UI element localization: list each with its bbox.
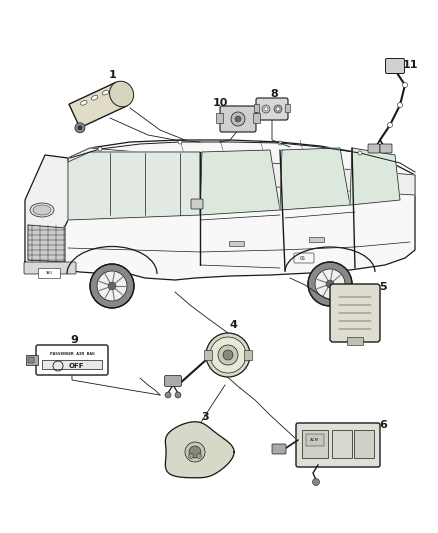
Text: 8: 8 bbox=[270, 89, 278, 99]
Polygon shape bbox=[28, 225, 65, 262]
Text: TAG: TAG bbox=[46, 271, 53, 275]
Circle shape bbox=[75, 123, 85, 133]
Ellipse shape bbox=[33, 205, 51, 215]
Circle shape bbox=[188, 454, 194, 458]
Polygon shape bbox=[166, 422, 234, 478]
Circle shape bbox=[210, 337, 246, 373]
Circle shape bbox=[262, 105, 270, 113]
FancyBboxPatch shape bbox=[36, 345, 108, 375]
Bar bbox=[204, 350, 212, 360]
Bar bbox=[26, 355, 38, 365]
Circle shape bbox=[264, 107, 268, 111]
Polygon shape bbox=[280, 148, 350, 210]
Text: 10: 10 bbox=[212, 98, 228, 108]
Polygon shape bbox=[68, 148, 415, 195]
Circle shape bbox=[223, 350, 233, 360]
Circle shape bbox=[235, 116, 241, 122]
Text: GS: GS bbox=[300, 255, 306, 261]
Circle shape bbox=[326, 280, 334, 288]
FancyBboxPatch shape bbox=[230, 241, 244, 246]
Text: 11: 11 bbox=[403, 60, 418, 70]
Circle shape bbox=[98, 147, 102, 151]
FancyBboxPatch shape bbox=[296, 423, 380, 467]
Circle shape bbox=[97, 271, 127, 301]
Polygon shape bbox=[68, 152, 200, 220]
Bar bbox=[244, 350, 252, 360]
Bar bbox=[28, 357, 34, 363]
Bar bbox=[253, 113, 260, 123]
Bar bbox=[332, 430, 352, 458]
Circle shape bbox=[231, 112, 245, 126]
Bar bbox=[42, 360, 102, 369]
Circle shape bbox=[175, 392, 181, 398]
Circle shape bbox=[398, 102, 403, 108]
FancyBboxPatch shape bbox=[220, 106, 256, 132]
FancyBboxPatch shape bbox=[191, 199, 203, 209]
FancyBboxPatch shape bbox=[385, 59, 405, 74]
Circle shape bbox=[185, 442, 205, 462]
Bar bbox=[347, 337, 363, 345]
Circle shape bbox=[178, 140, 182, 144]
FancyBboxPatch shape bbox=[330, 284, 380, 342]
Circle shape bbox=[108, 282, 116, 290]
FancyBboxPatch shape bbox=[256, 98, 288, 120]
Bar bbox=[254, 104, 259, 112]
Circle shape bbox=[218, 345, 238, 365]
Circle shape bbox=[312, 479, 319, 486]
Polygon shape bbox=[25, 140, 415, 280]
Circle shape bbox=[358, 151, 362, 155]
Bar bbox=[216, 113, 223, 123]
Bar bbox=[354, 430, 374, 458]
Text: 5: 5 bbox=[379, 282, 387, 292]
Ellipse shape bbox=[102, 90, 109, 95]
Bar bbox=[306, 434, 324, 446]
Polygon shape bbox=[350, 148, 400, 205]
Ellipse shape bbox=[92, 95, 98, 100]
Polygon shape bbox=[28, 225, 65, 262]
Ellipse shape bbox=[30, 203, 54, 217]
Ellipse shape bbox=[81, 101, 87, 105]
FancyBboxPatch shape bbox=[24, 262, 76, 274]
Text: 3: 3 bbox=[201, 412, 209, 422]
Circle shape bbox=[315, 269, 345, 299]
Text: 1: 1 bbox=[109, 70, 117, 80]
FancyBboxPatch shape bbox=[165, 376, 181, 386]
Polygon shape bbox=[68, 148, 415, 195]
Text: PASSENGER AIR BAG: PASSENGER AIR BAG bbox=[49, 352, 94, 356]
Circle shape bbox=[308, 262, 352, 306]
Text: 9: 9 bbox=[70, 335, 78, 345]
Circle shape bbox=[388, 123, 392, 127]
Text: 6: 6 bbox=[379, 420, 387, 430]
FancyBboxPatch shape bbox=[380, 144, 392, 153]
FancyBboxPatch shape bbox=[272, 444, 286, 454]
Polygon shape bbox=[280, 148, 350, 210]
Polygon shape bbox=[200, 150, 280, 215]
Circle shape bbox=[90, 264, 134, 308]
Circle shape bbox=[278, 141, 282, 145]
Bar bbox=[38, 268, 60, 278]
Bar bbox=[285, 104, 290, 112]
Text: 4: 4 bbox=[229, 320, 237, 330]
Polygon shape bbox=[69, 82, 127, 128]
Polygon shape bbox=[350, 148, 400, 205]
Text: ACM: ACM bbox=[311, 438, 320, 442]
Polygon shape bbox=[200, 150, 280, 215]
Circle shape bbox=[78, 126, 82, 130]
Text: OFF: OFF bbox=[68, 363, 84, 369]
Circle shape bbox=[206, 333, 250, 377]
FancyBboxPatch shape bbox=[368, 144, 380, 153]
Polygon shape bbox=[25, 155, 68, 268]
Circle shape bbox=[189, 446, 201, 458]
Polygon shape bbox=[25, 155, 68, 268]
Circle shape bbox=[197, 454, 201, 458]
Circle shape bbox=[274, 105, 282, 113]
FancyBboxPatch shape bbox=[310, 238, 325, 243]
Circle shape bbox=[165, 392, 171, 398]
Bar bbox=[302, 430, 328, 458]
Circle shape bbox=[403, 83, 407, 87]
Ellipse shape bbox=[110, 81, 134, 107]
Circle shape bbox=[276, 107, 280, 111]
Polygon shape bbox=[68, 152, 200, 220]
